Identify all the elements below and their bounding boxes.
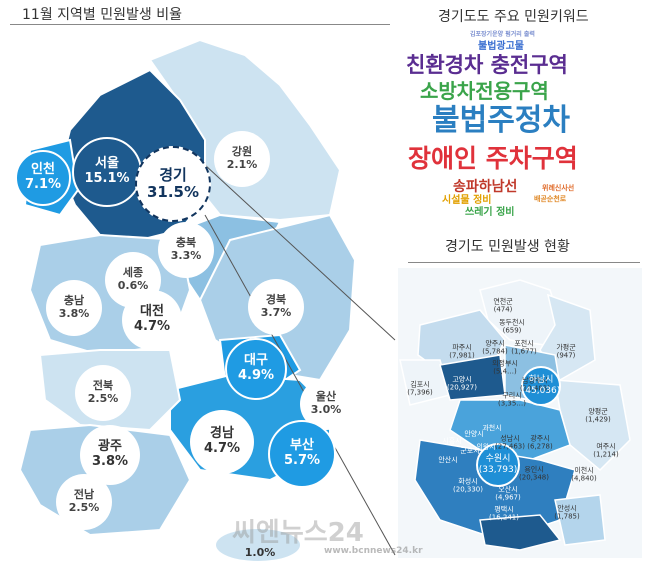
- region-pct: 3.3%: [170, 249, 202, 262]
- keyword: 소방차전용구역: [420, 79, 549, 103]
- region-name: 광주: [98, 439, 122, 455]
- region-name: 대전: [140, 304, 164, 320]
- region-gyeonggi[interactable]: 경기 31.5%: [135, 146, 211, 222]
- region-name: 대구: [244, 353, 268, 369]
- region-chungnam[interactable]: 충남 3.8%: [46, 280, 102, 336]
- gg-city-ansan: 안산시: [438, 455, 458, 464]
- region-pct: 1.0%: [244, 546, 276, 559]
- region-pct: 2.1%: [226, 158, 258, 171]
- gg-city-yangpyeong: 양평군 (1,429): [585, 407, 611, 424]
- region-seoul[interactable]: 서울 15.1%: [72, 137, 142, 207]
- region-pct: 3.7%: [260, 306, 292, 319]
- watermark-url: www.bcnnews24.kr: [324, 546, 423, 556]
- gg-city-uijeongbu: 의정부시 (5,4…): [492, 359, 518, 376]
- region-busan[interactable]: 부산 5.7%: [268, 420, 336, 488]
- gg-city-hwaseong: 화성시 (20,330): [453, 477, 483, 494]
- region-name: 서울: [95, 156, 119, 172]
- keyword-title: 경기도도 주요 민원키워드: [438, 9, 589, 25]
- region-name: 울산: [315, 390, 337, 404]
- keyword: 친환경차 충전구역: [406, 53, 568, 77]
- region-chungbuk[interactable]: 충북 3.3%: [158, 222, 214, 278]
- gg-city-gapyeong: 가평군 (947): [556, 343, 576, 360]
- region-pct: 4.7%: [133, 319, 171, 334]
- map-title: 11월 지역별 민원발생 비율: [22, 7, 182, 23]
- region-daejeon[interactable]: 대전 4.7%: [122, 290, 182, 350]
- keyword: 장애인 주차구역: [408, 144, 578, 173]
- region-pct: 5.7%: [283, 453, 321, 468]
- region-name: 인천: [31, 162, 55, 178]
- gg-city-seongnam: 성남시 (27,463): [495, 434, 525, 451]
- gg-city-osan: 오산시 (4,967): [495, 485, 521, 502]
- gyeonggi-title-underline: [408, 262, 640, 263]
- keyword: 김포장기운양 펌거리 출력: [470, 31, 535, 38]
- gg-city-guri: 구리시 (3,35…): [497, 391, 527, 408]
- gg-city-gimpo: 김포시 (7,396): [407, 380, 433, 397]
- region-name: 충북: [175, 236, 197, 250]
- gg-city-yeoncheon: 연천군 (474): [493, 297, 513, 314]
- keyword: 송파하남선: [453, 179, 518, 195]
- gg-city-gwangju: 광주시 (6,278): [527, 434, 553, 451]
- region-incheon[interactable]: 인천 7.1%: [15, 150, 71, 206]
- keyword: 불법주정차: [432, 103, 570, 138]
- gg-city-goyang: 고양시 (20,927): [447, 375, 477, 392]
- keyword: 쓰레기 정비: [465, 207, 515, 218]
- region-jeonbuk[interactable]: 전북 2.5%: [75, 365, 131, 421]
- gg-city-yongin: 용인시 (20,348): [519, 465, 549, 482]
- gg-city-paju: 파주시 (7,981): [449, 343, 475, 360]
- region-name: 충남: [63, 294, 85, 308]
- gg-city-uiwang: 의왕시: [476, 442, 496, 451]
- region-pct: 3.8%: [58, 307, 90, 320]
- gg-city-anyang: 안양시: [464, 429, 484, 438]
- region-name: 부산: [290, 438, 314, 454]
- map-title-underline: [10, 24, 390, 25]
- gg-city-suwon: 수원시 (33,793): [478, 454, 518, 475]
- keyword: 위례신사선: [542, 184, 575, 192]
- region-name: 경기: [159, 165, 187, 184]
- region-gangwon[interactable]: 강원 2.1%: [214, 131, 270, 187]
- region-gyeongbuk[interactable]: 경북 3.7%: [248, 279, 304, 335]
- gyeonggi-title: 경기도 민원발생 현황: [445, 239, 570, 255]
- keyword: 불법광고물: [478, 41, 524, 52]
- gg-city-namyangju: 남양주시 (10,483): [520, 376, 550, 393]
- region-pct: 0.6%: [117, 279, 149, 292]
- keyword: 시설물 정비: [442, 195, 492, 206]
- region-gyeongnam[interactable]: 경남 4.7%: [190, 410, 254, 474]
- region-name: 강원: [231, 145, 253, 159]
- region-pct: 15.1%: [84, 171, 130, 186]
- watermark-logo: 씨엔뉴스24: [232, 518, 364, 548]
- keyword: 배곧순천로: [534, 195, 567, 203]
- gg-city-siheung: 시흥시: [442, 436, 462, 445]
- region-pct: 4.7%: [203, 441, 241, 456]
- region-pct: 2.5%: [87, 392, 119, 405]
- region-name: 전북: [92, 379, 114, 393]
- map-jeju: [216, 529, 300, 561]
- region-pct: 4.9%: [237, 368, 275, 383]
- gg-city-hanam: 하남시 (45,036): [521, 375, 561, 396]
- region-name: 경북: [265, 293, 287, 307]
- region-pct: 3.0%: [310, 403, 342, 416]
- gg-city-pocheon: 포천시 (1,677): [511, 339, 537, 356]
- region-name: 경남: [210, 426, 234, 442]
- region-pct: 3.8%: [91, 454, 129, 469]
- region-daegu[interactable]: 대구 4.9%: [225, 338, 287, 400]
- region-jeonnam[interactable]: 전남 2.5%: [56, 474, 112, 530]
- region-pct: 2.5%: [68, 501, 100, 514]
- region-jeju[interactable]: 제주 1.0%: [232, 523, 288, 571]
- gg-city-yangju: 양주시 (5,784): [482, 339, 508, 356]
- region-pct: 7.1%: [24, 177, 62, 192]
- gg-city-pyeongtaek: 평택시 (16,241): [489, 505, 519, 522]
- gg-city-yeoju: 여주시 (1,214): [593, 442, 619, 459]
- gg-city-icheon: 이천시 (4,840): [571, 466, 597, 483]
- gg-city-gwacheon: 과천시: [482, 423, 502, 432]
- gg-city-gunpo: 군포시: [460, 446, 480, 455]
- gg-city-anseong: 안성시 (1,785): [554, 504, 580, 521]
- region-name: 세종: [122, 266, 144, 280]
- region-pct: 31.5%: [146, 183, 200, 201]
- region-name: 전남: [73, 488, 95, 502]
- gg-city-dongducheon: 동두천시 (659): [499, 318, 525, 335]
